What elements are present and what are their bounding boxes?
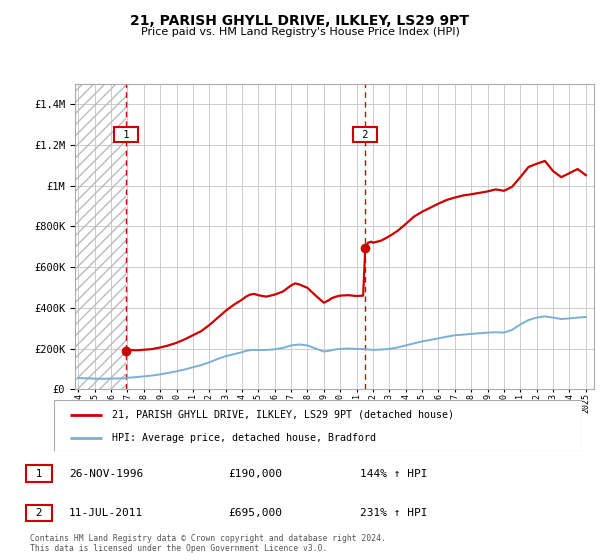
Text: 1: 1 [29, 469, 49, 479]
Text: 2: 2 [356, 130, 374, 140]
Text: 144% ↑ HPI: 144% ↑ HPI [360, 469, 427, 479]
Text: Price paid vs. HM Land Registry's House Price Index (HPI): Price paid vs. HM Land Registry's House … [140, 27, 460, 37]
FancyBboxPatch shape [54, 400, 582, 451]
Text: £695,000: £695,000 [228, 508, 282, 518]
Bar [75, 84, 126, 389]
Text: 21, PARISH GHYLL DRIVE, ILKLEY, LS29 9PT: 21, PARISH GHYLL DRIVE, ILKLEY, LS29 9PT [131, 14, 470, 28]
Text: £190,000: £190,000 [228, 469, 282, 479]
Text: 26-NOV-1996: 26-NOV-1996 [69, 469, 143, 479]
Text: HPI: Average price, detached house, Bradford: HPI: Average price, detached house, Brad… [112, 433, 376, 443]
Text: 2: 2 [29, 508, 49, 518]
Text: 21, PARISH GHYLL DRIVE, ILKLEY, LS29 9PT (detached house): 21, PARISH GHYLL DRIVE, ILKLEY, LS29 9PT… [112, 409, 454, 419]
Text: Contains HM Land Registry data © Crown copyright and database right 2024.
This d: Contains HM Land Registry data © Crown c… [30, 534, 386, 553]
Text: 1: 1 [117, 130, 136, 140]
Text: 11-JUL-2011: 11-JUL-2011 [69, 508, 143, 518]
Text: 231% ↑ HPI: 231% ↑ HPI [360, 508, 427, 518]
